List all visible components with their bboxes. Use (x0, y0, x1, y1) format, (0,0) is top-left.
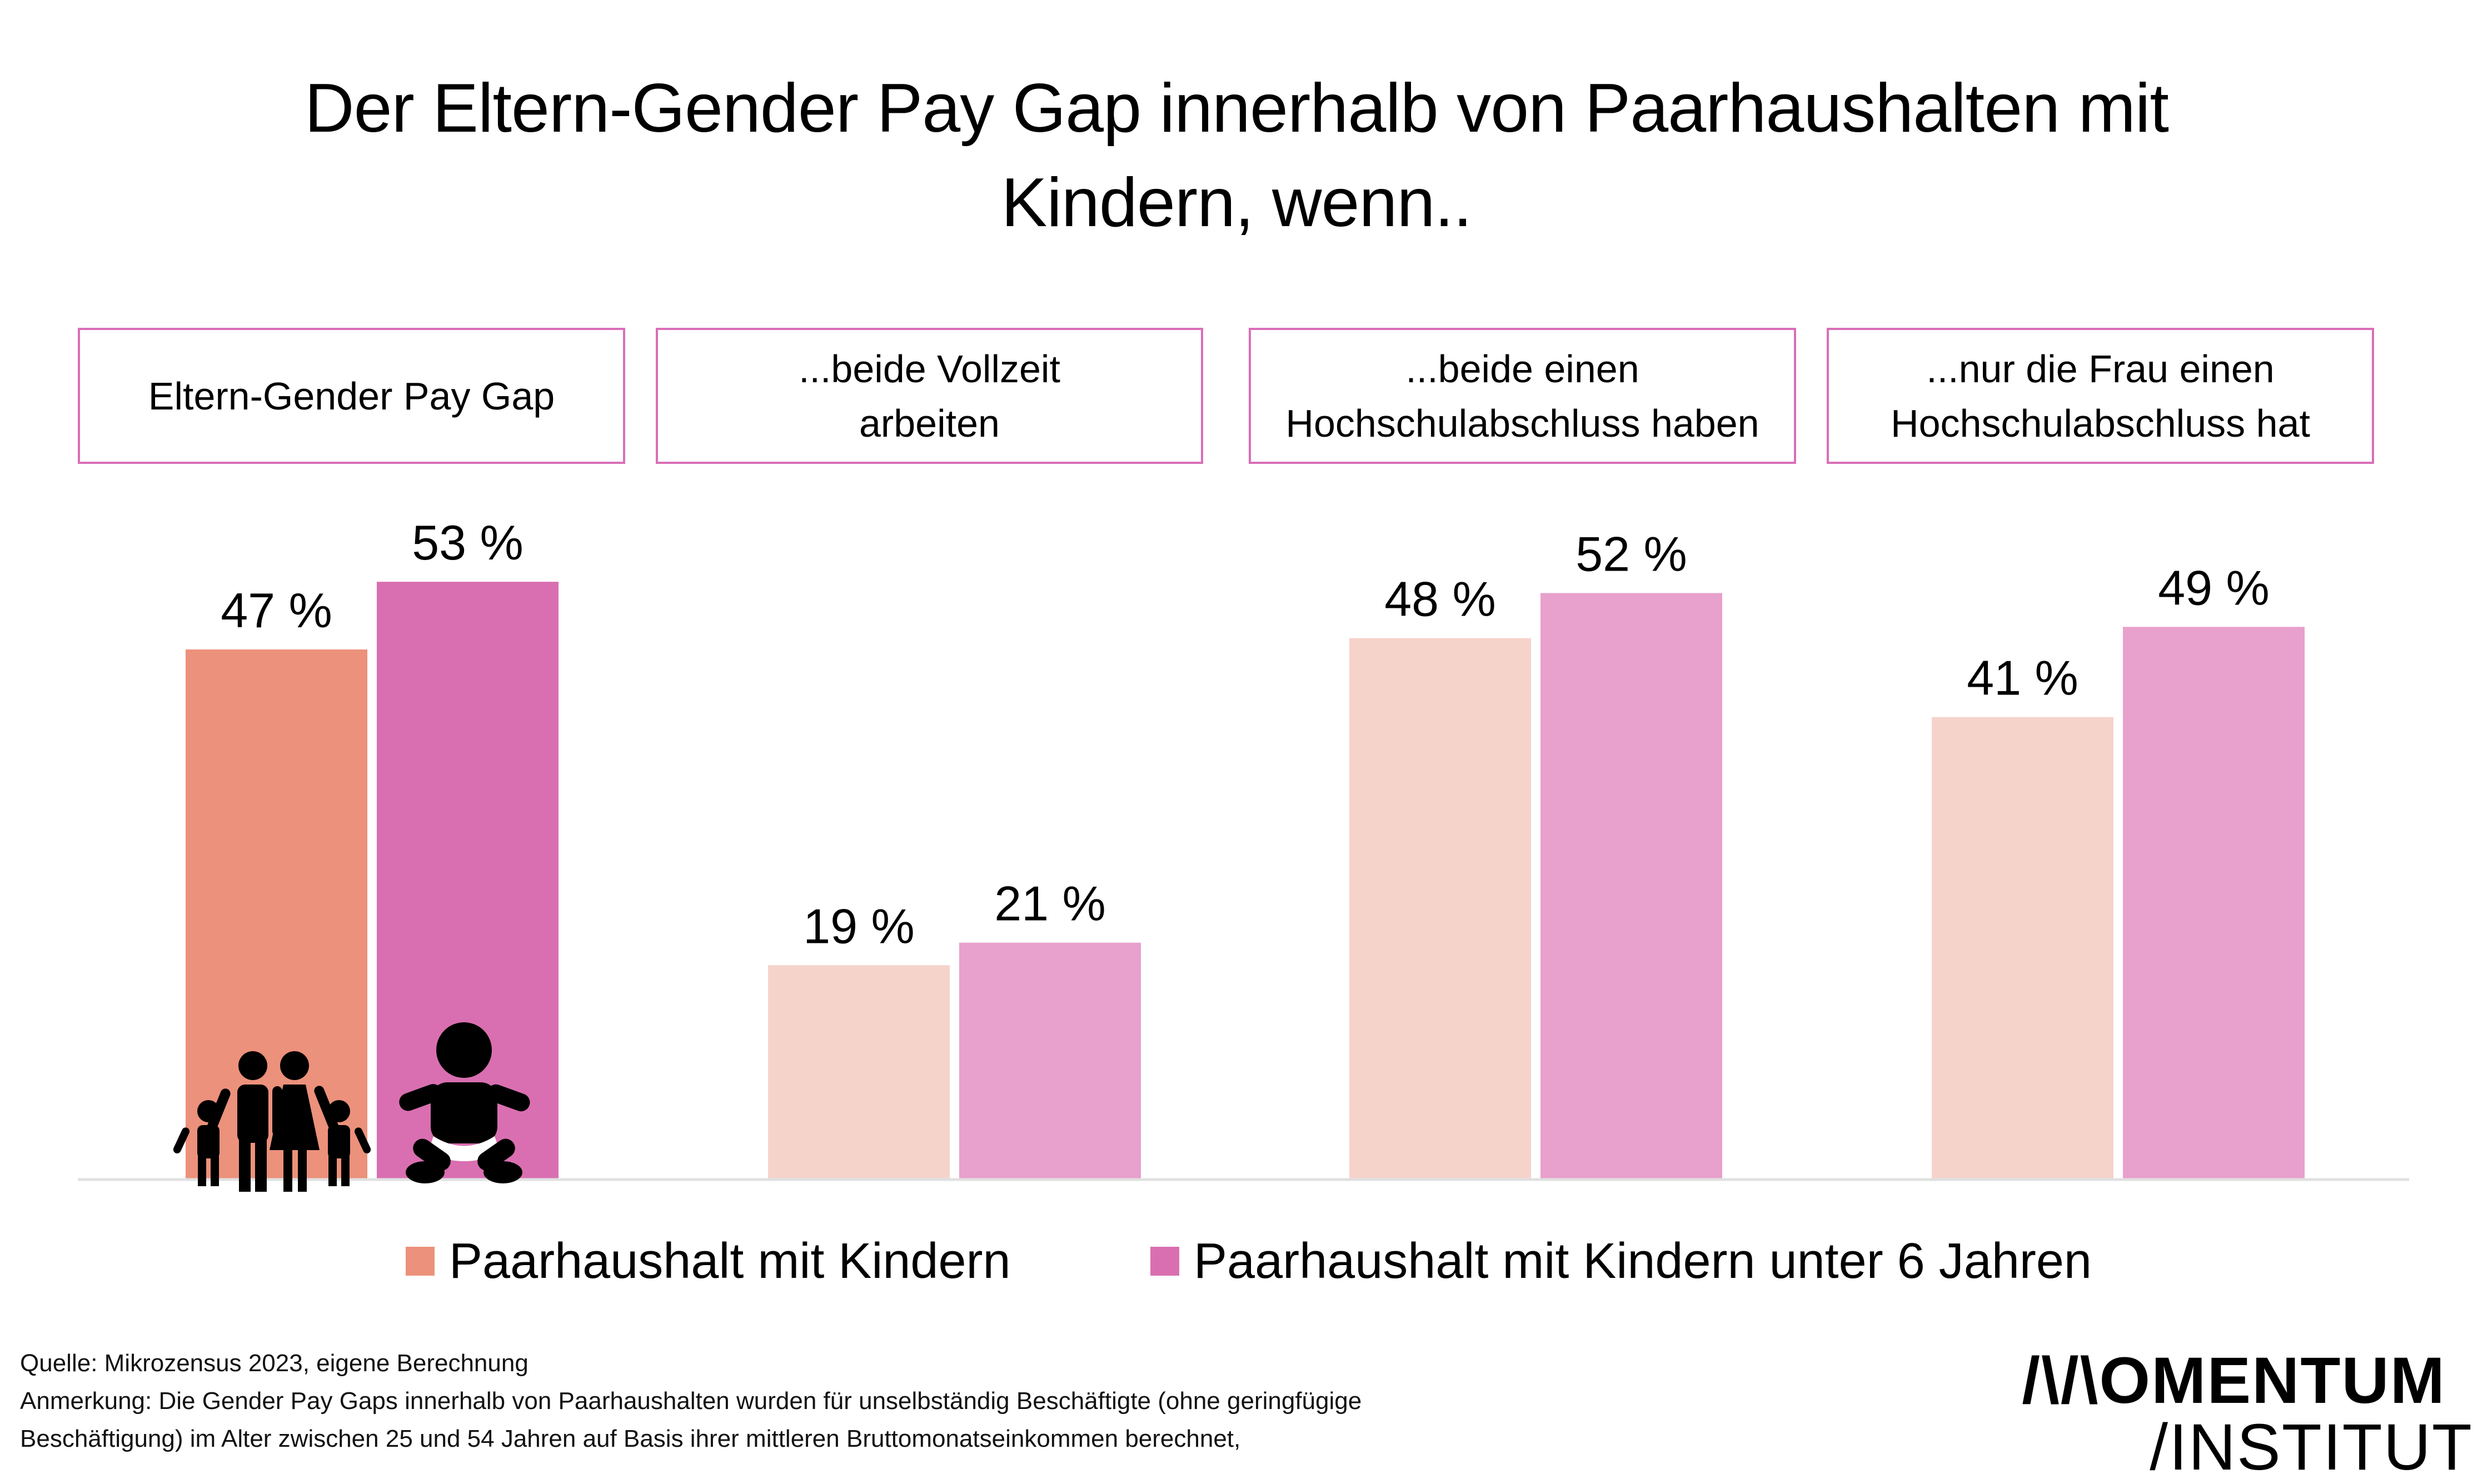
value-label-series1-cat2: 19 % (803, 898, 915, 953)
source-note: Quelle: Mikrozensus 2023, eigene Berechn… (20, 1350, 528, 1377)
value-label-series1-cat3: 48 % (1384, 572, 1496, 627)
bar-series1-cat4 (1932, 717, 2113, 1180)
chart-title-line2: Kindern, wenn.. (1001, 164, 1473, 241)
footnotes: Quelle: Mikrozensus 2023, eigene Berechn… (20, 1345, 1362, 1458)
bar-series2-cat2 (959, 942, 1141, 1180)
value-label-series2-cat4: 49 % (2158, 560, 2270, 615)
bar-series1-cat2 (768, 965, 950, 1180)
baby-icon (399, 1022, 530, 1183)
bar-series2-cat4 (2123, 627, 2305, 1180)
legend-item-paarhaushalt-unter-6: Paarhaushalt mit Kindern unter 6 Jahren (1150, 1231, 2092, 1292)
chart-title: Der Eltern-Gender Pay Gap innerhalb von … (0, 61, 2473, 250)
bar-series2-cat3 (1540, 593, 1722, 1180)
momentum-institut-logo: /\/\OMENTUM /INSTITUT (2022, 1347, 2473, 1481)
legend-label-series1: Paarhaushalt mit Kindern (449, 1233, 1011, 1289)
category-label: ...beide Vollzeit arbeiten (799, 347, 1060, 445)
category-label: Eltern-Gender Pay Gap (148, 374, 555, 418)
logo-line2: /INSTITUT (2150, 1411, 2473, 1484)
bar-series1-cat3 (1349, 638, 1531, 1180)
legend-label-series2: Paarhaushalt mit Kindern unter 6 Jahren (1194, 1233, 2092, 1289)
value-label-series1-cat1: 47 % (221, 583, 332, 638)
value-label-series2-cat3: 52 % (1575, 526, 1687, 581)
family-icon (173, 1051, 371, 1192)
category-label: ...nur die Frau einen Hochschulabschluss… (1891, 347, 2310, 445)
chart-title-line1: Der Eltern-Gender Pay Gap innerhalb von … (305, 70, 2169, 147)
value-label-series1-cat4: 41 % (1967, 651, 2078, 706)
logo-line1: /\/\OMENTUM (2022, 1344, 2446, 1417)
category-box-beide-vollzeit: ...beide Vollzeit arbeiten (656, 328, 1203, 464)
remark-note-line2: Beschäftigung) im Alter zwischen 25 und … (20, 1425, 1241, 1452)
legend-item-paarhaushalt-mit-kindern: Paarhaushalt mit Kindern (406, 1231, 1011, 1292)
bar-series2-cat1 (377, 582, 559, 1180)
remark-note-line1: Anmerkung: Die Gender Pay Gaps innerhalb… (20, 1387, 1362, 1415)
value-label-series2-cat2: 21 % (994, 876, 1106, 931)
category-box-eltern-gender-pay-gap: Eltern-Gender Pay Gap (78, 328, 625, 464)
legend-swatch-series1 (406, 1247, 435, 1276)
legend-swatch-series2 (1150, 1247, 1179, 1276)
category-label: ...beide einen Hochschulabschluss haben (1285, 347, 1759, 445)
category-box-beide-hochschulabschluss: ...beide einen Hochschulabschluss haben (1249, 328, 1796, 464)
category-box-nur-frau-hochschulabschluss: ...nur die Frau einen Hochschulabschluss… (1827, 328, 2374, 464)
value-label-series2-cat1: 53 % (412, 515, 523, 570)
